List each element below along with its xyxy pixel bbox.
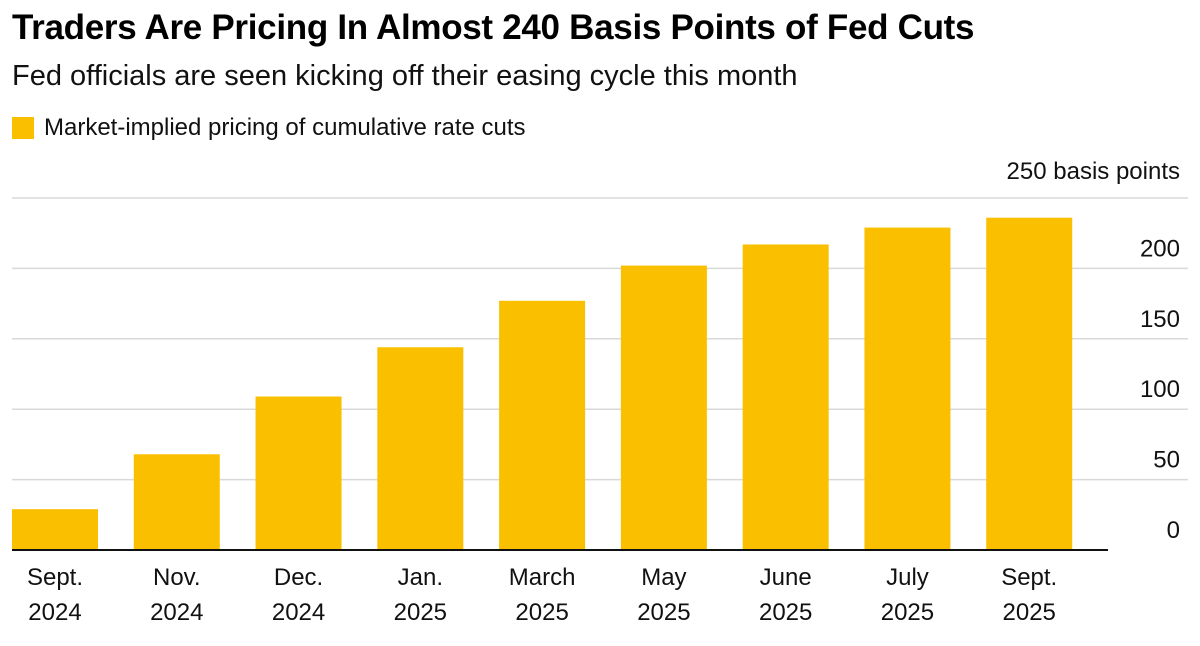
x-tick-label: 2025 bbox=[515, 599, 568, 626]
chart-subtitle: Fed officials are seen kicking off their… bbox=[12, 60, 798, 92]
x-tick-label: 2025 bbox=[881, 599, 934, 626]
x-tick-label: 2025 bbox=[637, 599, 690, 626]
x-tick-label: 2024 bbox=[272, 599, 325, 626]
chart-title: Traders Are Pricing In Almost 240 Basis … bbox=[12, 8, 975, 47]
x-tick-label: 2025 bbox=[1003, 599, 1056, 626]
bar bbox=[864, 227, 951, 550]
x-tick-label: June bbox=[760, 564, 812, 591]
x-tick-label: Dec. bbox=[274, 564, 323, 591]
legend-swatch bbox=[12, 117, 34, 139]
y-tick-label: 50 bbox=[1153, 447, 1180, 474]
y-tick-label: 200 bbox=[1140, 235, 1180, 262]
bar bbox=[742, 244, 829, 551]
bar bbox=[377, 347, 464, 550]
x-tick-label: Jan. bbox=[398, 564, 443, 591]
bar bbox=[620, 265, 707, 550]
x-tick-label: May bbox=[641, 564, 686, 591]
bar bbox=[12, 509, 98, 550]
bar bbox=[499, 300, 586, 550]
bar bbox=[986, 217, 1073, 550]
x-tick-label: 2025 bbox=[394, 599, 447, 626]
legend: Market-implied pricing of cumulative rat… bbox=[12, 114, 526, 142]
x-tick-label: 2024 bbox=[28, 599, 81, 626]
y-tick-label: 100 bbox=[1140, 376, 1180, 403]
x-tick-label: Nov. bbox=[153, 564, 201, 591]
bar bbox=[133, 454, 220, 550]
legend-label: Market-implied pricing of cumulative rat… bbox=[44, 114, 526, 141]
x-tick-label: July bbox=[886, 564, 929, 591]
x-tick-label: 2025 bbox=[759, 599, 812, 626]
y-axis-unit-label: 250 basis points bbox=[1006, 158, 1180, 185]
x-tick-label: March bbox=[509, 564, 576, 591]
x-tick-label: 2024 bbox=[150, 599, 203, 626]
y-tick-label: 0 bbox=[1167, 517, 1180, 544]
x-tick-label: Sept. bbox=[1001, 564, 1057, 591]
y-tick-label: 150 bbox=[1140, 306, 1180, 333]
bar bbox=[255, 396, 342, 550]
x-tick-label: Sept. bbox=[27, 564, 83, 591]
